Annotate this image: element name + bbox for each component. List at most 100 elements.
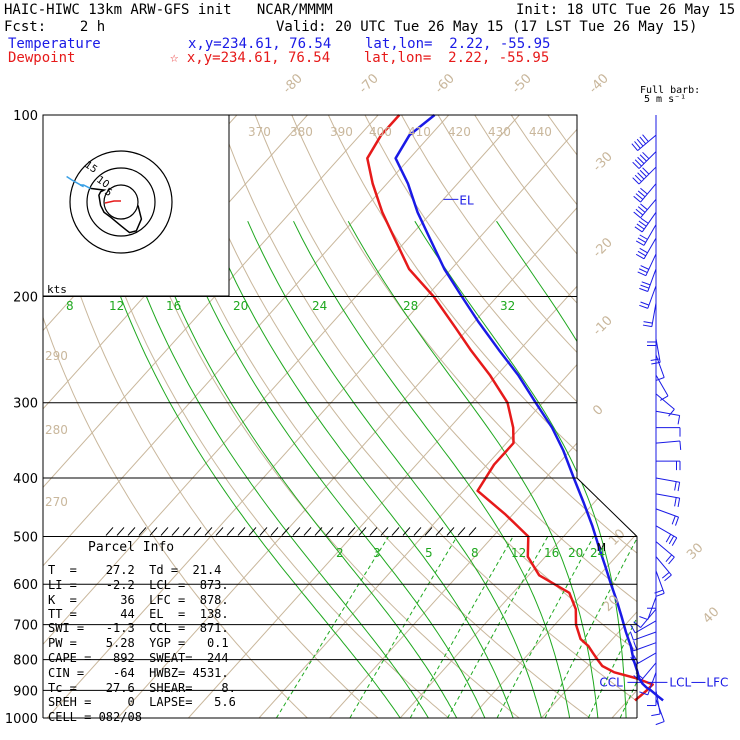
wind-barb <box>656 427 681 437</box>
isotherm-label: -60 <box>432 71 458 97</box>
isotherm-label: -50 <box>509 71 535 97</box>
wind-barb <box>647 584 657 609</box>
moist-adiabat-line <box>95 221 401 718</box>
wind-barb-staff <box>655 698 665 722</box>
wind-barb-flag <box>639 616 648 621</box>
dry-adiabat-line <box>364 115 637 718</box>
mixing-ratio-label: 28 <box>403 299 418 313</box>
wind-barb-flag <box>639 169 647 177</box>
mixing-ratio-label: 8 <box>66 299 74 313</box>
mixing-ratio-line <box>700 537 740 719</box>
wind-barb <box>629 631 657 641</box>
dry-adiabat-line <box>108 115 520 718</box>
parcel-info-title: Parcel Info <box>88 540 175 555</box>
isotherm-line <box>541 115 637 718</box>
dry-adiabat-line <box>43 115 379 718</box>
wind-barb-flag <box>679 440 682 450</box>
hatch-mark <box>138 527 147 536</box>
hatch-mark <box>149 527 158 536</box>
wind-barb <box>655 698 665 726</box>
hatch-mark <box>325 527 334 536</box>
wind-barb-flag <box>637 271 647 277</box>
mixing-ratio-line <box>409 536 514 718</box>
hodograph-ring <box>103 184 139 220</box>
dry-adiabat-label: 430 <box>488 125 511 139</box>
wind-barb <box>655 410 681 425</box>
hatch-mark <box>259 527 268 536</box>
dry-adiabat-label: 440 <box>529 125 552 139</box>
parcel-row: K = 36 LFC = 878. <box>48 593 229 607</box>
dry-adiabat-line <box>731 115 740 718</box>
mixing-ratio-label: 12 <box>511 546 526 560</box>
wind-barb-staff <box>655 477 680 483</box>
hatch-mark <box>413 527 422 536</box>
valid-time: Valid: 20 UTC Tue 26 May 15 (17 LST Tue … <box>276 19 698 35</box>
wind-barb-flag <box>639 287 648 292</box>
hatch-mark <box>204 527 213 536</box>
isotherm-label: -30 <box>590 149 616 175</box>
wind-barb-flag <box>664 574 672 582</box>
lfc-label: LFC <box>706 675 728 689</box>
wind-barb <box>655 525 678 546</box>
isotherm-label: -40 <box>586 71 612 97</box>
mixing-ratio-label: 16 <box>544 546 559 560</box>
wind-barb-staff <box>655 556 672 576</box>
barb-key-line2: 5 m s⁻¹ <box>644 94 687 105</box>
plot-border <box>42 114 638 718</box>
dry-adiabat-label: 420 <box>448 125 471 139</box>
wind-barb <box>630 620 657 634</box>
moist-adiabat-line <box>293 220 571 718</box>
wind-barb-flag <box>642 134 649 142</box>
hatch-mark <box>336 527 345 536</box>
hatch-mark <box>435 527 444 536</box>
dewpoint-trace <box>366 114 654 702</box>
wind-barb-flag <box>651 713 661 717</box>
mixing-ratio-label: 12 <box>109 299 124 313</box>
isotherm-label: 30 <box>684 541 706 563</box>
wind-barb-flag <box>637 156 645 164</box>
dry-adiabat-line <box>401 115 637 718</box>
dry-adiabat-line <box>694 115 740 718</box>
wind-barb-flag <box>640 187 648 195</box>
pressure-tick-label: 800 <box>13 654 38 669</box>
parcel-row: CIN = -64 HWBZ= 4531. <box>48 666 229 680</box>
wind-barb-flag <box>650 358 660 361</box>
wind-barb-staff <box>655 690 661 715</box>
chart-title: HAIC-HIWC 13km ARW-GFS init NCAR/MMMM <box>4 2 333 18</box>
hatch-mark <box>303 527 312 536</box>
wind-barb-staff <box>647 285 657 309</box>
hodograph-ring <box>86 167 156 237</box>
moist-adiabat-line <box>118 221 429 718</box>
wind-barb-flag <box>637 206 646 213</box>
wind-barb <box>637 253 657 277</box>
mixing-ratio-line <box>684 537 740 719</box>
hatch-mark <box>193 527 202 536</box>
isotherm-line <box>329 115 637 718</box>
dry-adiabat-label: 400 <box>369 125 392 139</box>
sounding-traces <box>366 114 706 702</box>
wind-barb-flag <box>642 167 650 175</box>
wind-barb-flag <box>677 415 681 425</box>
wind-barb-flag <box>638 220 647 227</box>
hatch-mark <box>391 527 400 536</box>
wind-barb-flag <box>655 592 665 597</box>
wind-barb-flag <box>640 301 650 306</box>
wind-barb <box>633 183 657 203</box>
wind-barb-flag <box>634 141 641 149</box>
pressure-tick-label: 1000 <box>5 712 38 727</box>
hatch-mark <box>248 527 257 536</box>
dry-adiabat-line <box>584 115 637 718</box>
wind-barb-flag <box>674 481 677 491</box>
wind-barb-flag <box>677 497 681 508</box>
hatch-mark <box>237 527 246 536</box>
pressure-tick-label: 200 <box>13 291 38 306</box>
dry-adiabat-line <box>620 115 637 718</box>
wind-barb-flag <box>668 556 675 565</box>
init-time: Init: 18 UTC Tue 26 May 15 <box>516 2 736 18</box>
hatch-mark <box>215 527 224 536</box>
dry-adiabat-label: 390 <box>330 125 353 139</box>
wind-barb-staff <box>640 199 657 219</box>
wind-barb <box>651 690 661 717</box>
wind-barb-flag <box>665 534 672 543</box>
